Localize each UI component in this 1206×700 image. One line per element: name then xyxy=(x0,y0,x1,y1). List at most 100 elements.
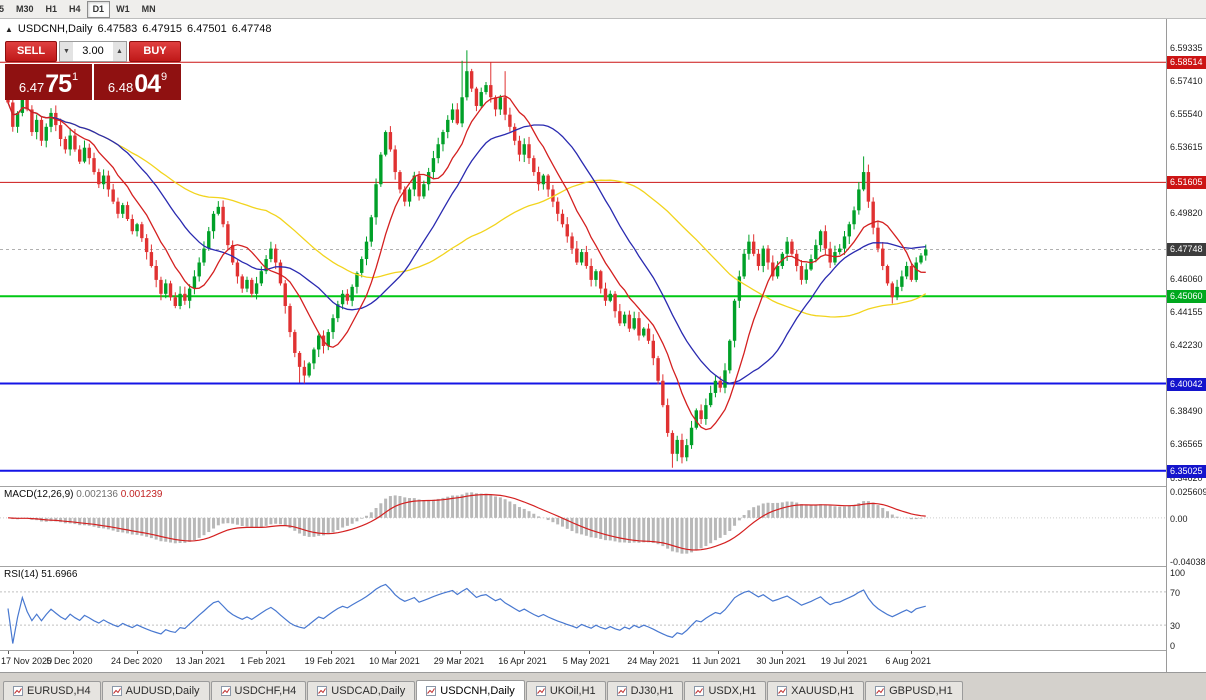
time-tick xyxy=(588,651,590,654)
time-tick xyxy=(266,651,268,654)
tab-chart-icon xyxy=(777,686,788,696)
rsi-axis-label: 100 xyxy=(1170,568,1186,578)
chart-tab-xauusd[interactable]: XAUUSD,H1 xyxy=(767,681,865,700)
price-axis-label: 6.44155 xyxy=(1170,306,1203,317)
time-axis-label: 19 Feb 2021 xyxy=(304,656,356,666)
tab-label: EURUSD,H4 xyxy=(27,685,91,697)
volume-stepper: ▼ 3.00 ▲ xyxy=(59,41,127,62)
panel-splitter[interactable] xyxy=(0,486,1206,487)
ohlc-close: 6.47748 xyxy=(231,23,272,35)
time-axis-label: 29 Mar 2021 xyxy=(433,656,485,666)
time-axis-label: 11 Jun 2021 xyxy=(691,656,741,666)
volume-up-icon[interactable]: ▲ xyxy=(113,42,126,61)
timeframe-button-h4[interactable]: H4 xyxy=(69,3,81,14)
macd-plot[interactable] xyxy=(0,487,1166,566)
chart-tab-usdchf[interactable]: USDCHF,H4 xyxy=(210,681,307,700)
tab-label: UKOil,H1 xyxy=(549,685,596,697)
timeframe-button-5[interactable]: 5 xyxy=(0,3,5,14)
timeframe-button-mn[interactable]: MN xyxy=(141,3,156,14)
macd-signal-line xyxy=(7,493,926,551)
sell-price-point: 1 xyxy=(72,71,79,83)
one-click-collapse-icon[interactable]: ▲ xyxy=(5,24,13,34)
price-axis-label: 6.53615 xyxy=(1170,142,1203,153)
price-axis-label: 6.36565 xyxy=(1170,438,1203,449)
macd-axis-label: 0.00 xyxy=(1170,513,1188,524)
medium-ma-line xyxy=(7,102,926,384)
rsi-axis-label: 0 xyxy=(1170,641,1176,651)
time-axis-label: 19 Jul 2021 xyxy=(820,656,868,666)
time-axis-label: 10 Mar 2021 xyxy=(369,656,420,666)
panel-splitter[interactable] xyxy=(0,566,1206,567)
volume-input[interactable]: 3.00 xyxy=(82,45,104,57)
ohlc-high: 6.47915 xyxy=(142,23,183,35)
time-tick xyxy=(395,651,397,654)
buy-price-display[interactable]: 6.48 04 9 xyxy=(94,64,181,100)
buy-price-pips: 04 xyxy=(134,70,161,98)
time-tick xyxy=(846,651,848,654)
chart-tab-gbpusd[interactable]: GBPUSD,H1 xyxy=(865,681,963,700)
price-axis-label: 6.42230 xyxy=(1170,340,1203,351)
timeframe-button-d1[interactable]: D1 xyxy=(86,0,111,18)
timeframe-button-w1[interactable]: W1 xyxy=(116,3,130,14)
one-click-trading-panel: SELL ▼ 3.00 ▲ BUY 6.47 75 1 6.48 04 9 xyxy=(5,41,181,100)
candlestick-plot[interactable] xyxy=(0,19,1166,486)
panel-splitter[interactable] xyxy=(0,650,1206,651)
chart-tab-usdcnh[interactable]: USDCNH,Daily xyxy=(416,680,525,700)
rsi-axis-label: 70 xyxy=(1170,587,1181,598)
price-badge: 6.58514 xyxy=(1167,56,1206,70)
timeframe-button-m30[interactable]: M30 xyxy=(16,3,34,14)
macd-axis-label: 0.025609 xyxy=(1170,487,1206,497)
time-axis-label: 24 Dec 2020 xyxy=(111,656,163,666)
sell-button[interactable]: SELL xyxy=(5,41,57,62)
price-axis-label: 6.38490 xyxy=(1170,405,1203,416)
tab-chart-icon xyxy=(220,686,231,696)
time-tick xyxy=(717,651,719,654)
time-axis-label: 17 Nov 2020 xyxy=(1,656,53,666)
price-badge: 6.35025 xyxy=(1167,464,1206,478)
tab-chart-icon xyxy=(317,686,328,696)
macd-name: MACD(12,26,9) xyxy=(4,489,74,500)
macd-axis-label: -0.04038 xyxy=(1170,557,1206,567)
time-axis-label: 6 Aug 2021 xyxy=(885,656,931,666)
tab-chart-icon xyxy=(111,686,122,696)
timeframe-button-h1[interactable]: H1 xyxy=(45,3,58,14)
volume-down-icon[interactable]: ▼ xyxy=(60,42,73,61)
chart-tab-usdcad[interactable]: USDCAD,Daily xyxy=(307,681,416,700)
chart-tab-eurusd[interactable]: EURUSD,H4 xyxy=(3,681,101,700)
chart-tab-usdx[interactable]: USDX,H1 xyxy=(684,681,767,700)
time-axis-label: 5 May 2021 xyxy=(562,656,610,666)
price-axis-label: 6.55540 xyxy=(1170,108,1203,119)
tab-chart-icon xyxy=(13,686,23,696)
macd-chart[interactable]: MACD(12,26,9) 0.002136 0.001239 xyxy=(0,487,1166,566)
rsi-plot[interactable] xyxy=(0,567,1166,650)
sell-price-display[interactable]: 6.47 75 1 xyxy=(5,64,92,100)
chart-tab-dj30[interactable]: DJ30,H1 xyxy=(606,681,684,700)
tab-label: USDX,H1 xyxy=(708,685,757,697)
tab-chart-icon xyxy=(535,686,546,696)
time-tick xyxy=(653,651,655,654)
tab-chart-icon xyxy=(875,686,886,696)
sell-price-main: 6.47 xyxy=(18,80,45,95)
rsi-line xyxy=(7,583,926,644)
price-axis[interactable]: 6.59335 6.57410 6.55540 6.53615 6.49820 6.460… xyxy=(1166,19,1206,672)
rsi-axis-label: 30 xyxy=(1170,621,1181,632)
buy-button[interactable]: BUY xyxy=(129,41,181,62)
tab-label: USDCNH,Daily xyxy=(440,684,515,697)
buy-price-point: 9 xyxy=(161,71,168,83)
tab-label: USDCHF,H4 xyxy=(234,685,297,697)
main-chart[interactable] xyxy=(0,19,1166,486)
chart-symbol-period: USDCNH,Daily xyxy=(17,23,93,35)
price-badge: 6.40042 xyxy=(1167,377,1206,391)
fast-ma-line xyxy=(7,95,926,431)
macd-label: MACD(12,26,9) 0.002136 0.001239 xyxy=(4,489,162,500)
chart-tab-ukoil[interactable]: UKOil,H1 xyxy=(525,681,606,700)
chart-tab-audusd[interactable]: AUDUSD,Daily xyxy=(101,681,210,700)
time-axis-label: 24 May 2021 xyxy=(627,656,680,666)
price-badge: 6.47748 xyxy=(1167,243,1206,257)
slow-ma-line xyxy=(7,102,927,318)
rsi-chart[interactable]: RSI(14) 51.6966 xyxy=(0,567,1166,650)
time-axis-label: 1 Feb 2021 xyxy=(240,656,286,666)
time-axis[interactable]: 17 Nov 2020 5 Dec 2020 24 Dec 2020 13 Jan 2… xyxy=(0,651,1166,672)
price-badge: 6.45060 xyxy=(1167,290,1206,304)
